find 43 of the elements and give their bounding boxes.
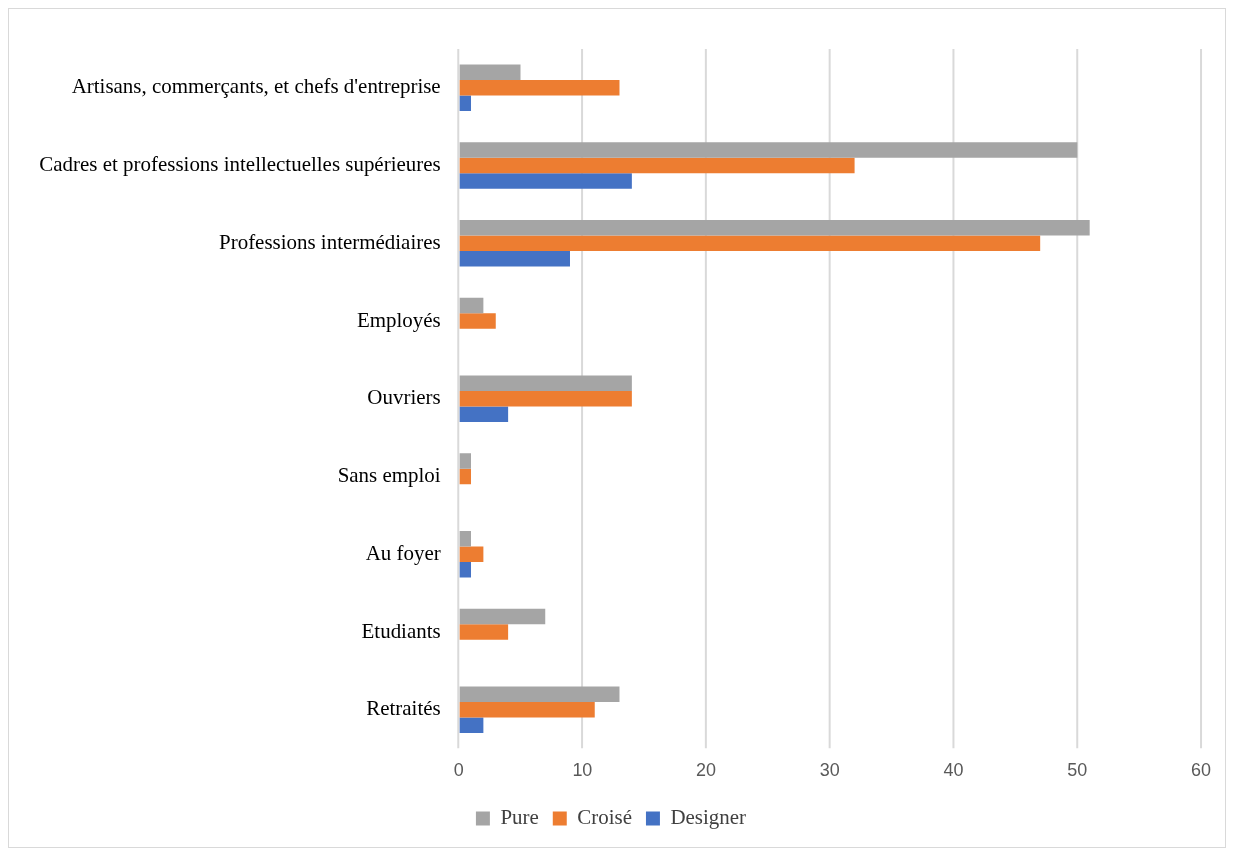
x-tick-label: 0 [453,760,464,781]
bar [459,313,496,329]
bar [459,686,620,702]
bar [459,701,595,718]
y-tick-label: Cadres et professions intellectuelles supérieures [39,152,441,177]
bar [459,406,509,423]
bar [459,530,472,547]
bar [459,173,632,189]
bar [459,624,509,640]
bar [459,453,472,469]
bar [459,608,546,625]
x-tick-label: 50 [1067,760,1088,781]
y-tick-label: Artisans, commerçants, et chefs d'entreprise [71,74,441,99]
bar [459,297,484,314]
x-tick-label: 60 [1191,760,1212,781]
x-tick-label: 10 [572,760,593,781]
bar [459,157,855,174]
bar [459,546,484,563]
bar [459,562,472,578]
x-tick-label: 40 [943,760,964,781]
bar [459,142,1078,158]
x-tick-label: 30 [819,760,840,781]
y-tick-label: Sans emploi [337,463,441,488]
legend-label: Designer [670,805,747,830]
bar [459,235,1041,252]
x-tick-label: 20 [696,760,717,781]
y-tick-label: Ouvriers [367,385,441,410]
legend-label: Pure [500,805,539,830]
bar [459,95,472,112]
bar [459,251,570,267]
bar [459,375,632,391]
bar [459,468,472,485]
bar [459,717,484,734]
y-tick-label: Etudiants [361,618,441,643]
y-tick-label: Employés [356,307,441,332]
bar [459,80,620,96]
y-tick-label: Au foyer [365,540,441,565]
bar [459,219,1090,236]
bar [459,64,521,80]
y-tick-label: Retraités [366,696,441,721]
bar [459,391,632,407]
legend-label: Croisé [577,805,632,830]
y-tick-label: Professions intermédiaires [219,229,441,254]
